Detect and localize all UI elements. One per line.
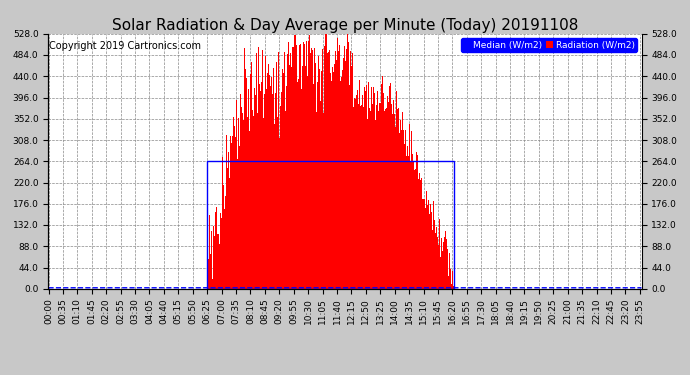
Legend: Median (W/m2), Radiation (W/m2): Median (W/m2), Radiation (W/m2) [461,38,637,52]
Bar [207,161,454,289]
Text: Copyright 2019 Cartronics.com: Copyright 2019 Cartronics.com [49,41,201,51]
Title: Solar Radiation & Day Average per Minute (Today) 20191108: Solar Radiation & Day Average per Minute… [112,18,578,33]
